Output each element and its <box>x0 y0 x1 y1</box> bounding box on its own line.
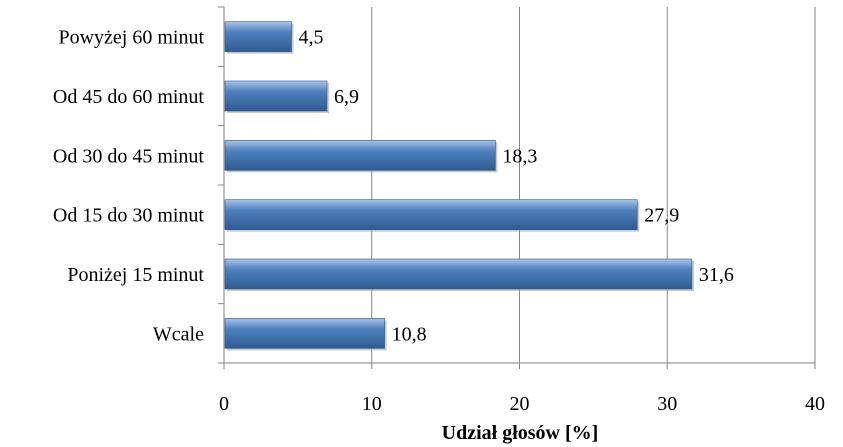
axes <box>218 6 816 369</box>
value-labels: 4,5 6,9 18,3 27,9 31,6 10,8 <box>298 27 733 346</box>
data-label: 4,5 <box>298 27 323 49</box>
bar <box>224 318 385 349</box>
x-tick-label: 30 <box>657 393 677 415</box>
bar <box>224 199 638 230</box>
category-label: Poniżej 15 minut <box>67 264 204 286</box>
bar <box>224 258 693 290</box>
gridlines <box>371 7 816 363</box>
category-label: Od 45 do 60 minut <box>53 86 205 108</box>
x-tick-labels: 0 10 20 30 40 <box>219 393 825 415</box>
category-label: Od 30 do 45 minut <box>53 145 205 167</box>
category-label: Powyżej 60 minut <box>58 27 204 49</box>
category-label: Wcale <box>153 323 204 345</box>
category-label: Od 15 do 30 minut <box>53 205 205 227</box>
x-tick-label: 0 <box>219 393 229 415</box>
x-tick-label: 20 <box>510 393 530 415</box>
x-tick-label: 40 <box>805 393 825 415</box>
data-label: 27,9 <box>644 205 679 227</box>
x-axis-title: Udział głosów [%] <box>442 422 599 444</box>
bars <box>224 21 694 351</box>
data-label: 18,3 <box>502 145 537 167</box>
bar <box>224 140 496 171</box>
data-label: 31,6 <box>699 264 734 286</box>
category-labels: Powyżej 60 minut Od 45 do 60 minut Od 30 d… <box>53 27 205 346</box>
bar <box>224 21 292 52</box>
data-label: 6,9 <box>334 86 359 108</box>
x-tick-label: 10 <box>362 393 382 415</box>
data-label: 10,8 <box>392 323 427 345</box>
bar <box>224 80 328 112</box>
